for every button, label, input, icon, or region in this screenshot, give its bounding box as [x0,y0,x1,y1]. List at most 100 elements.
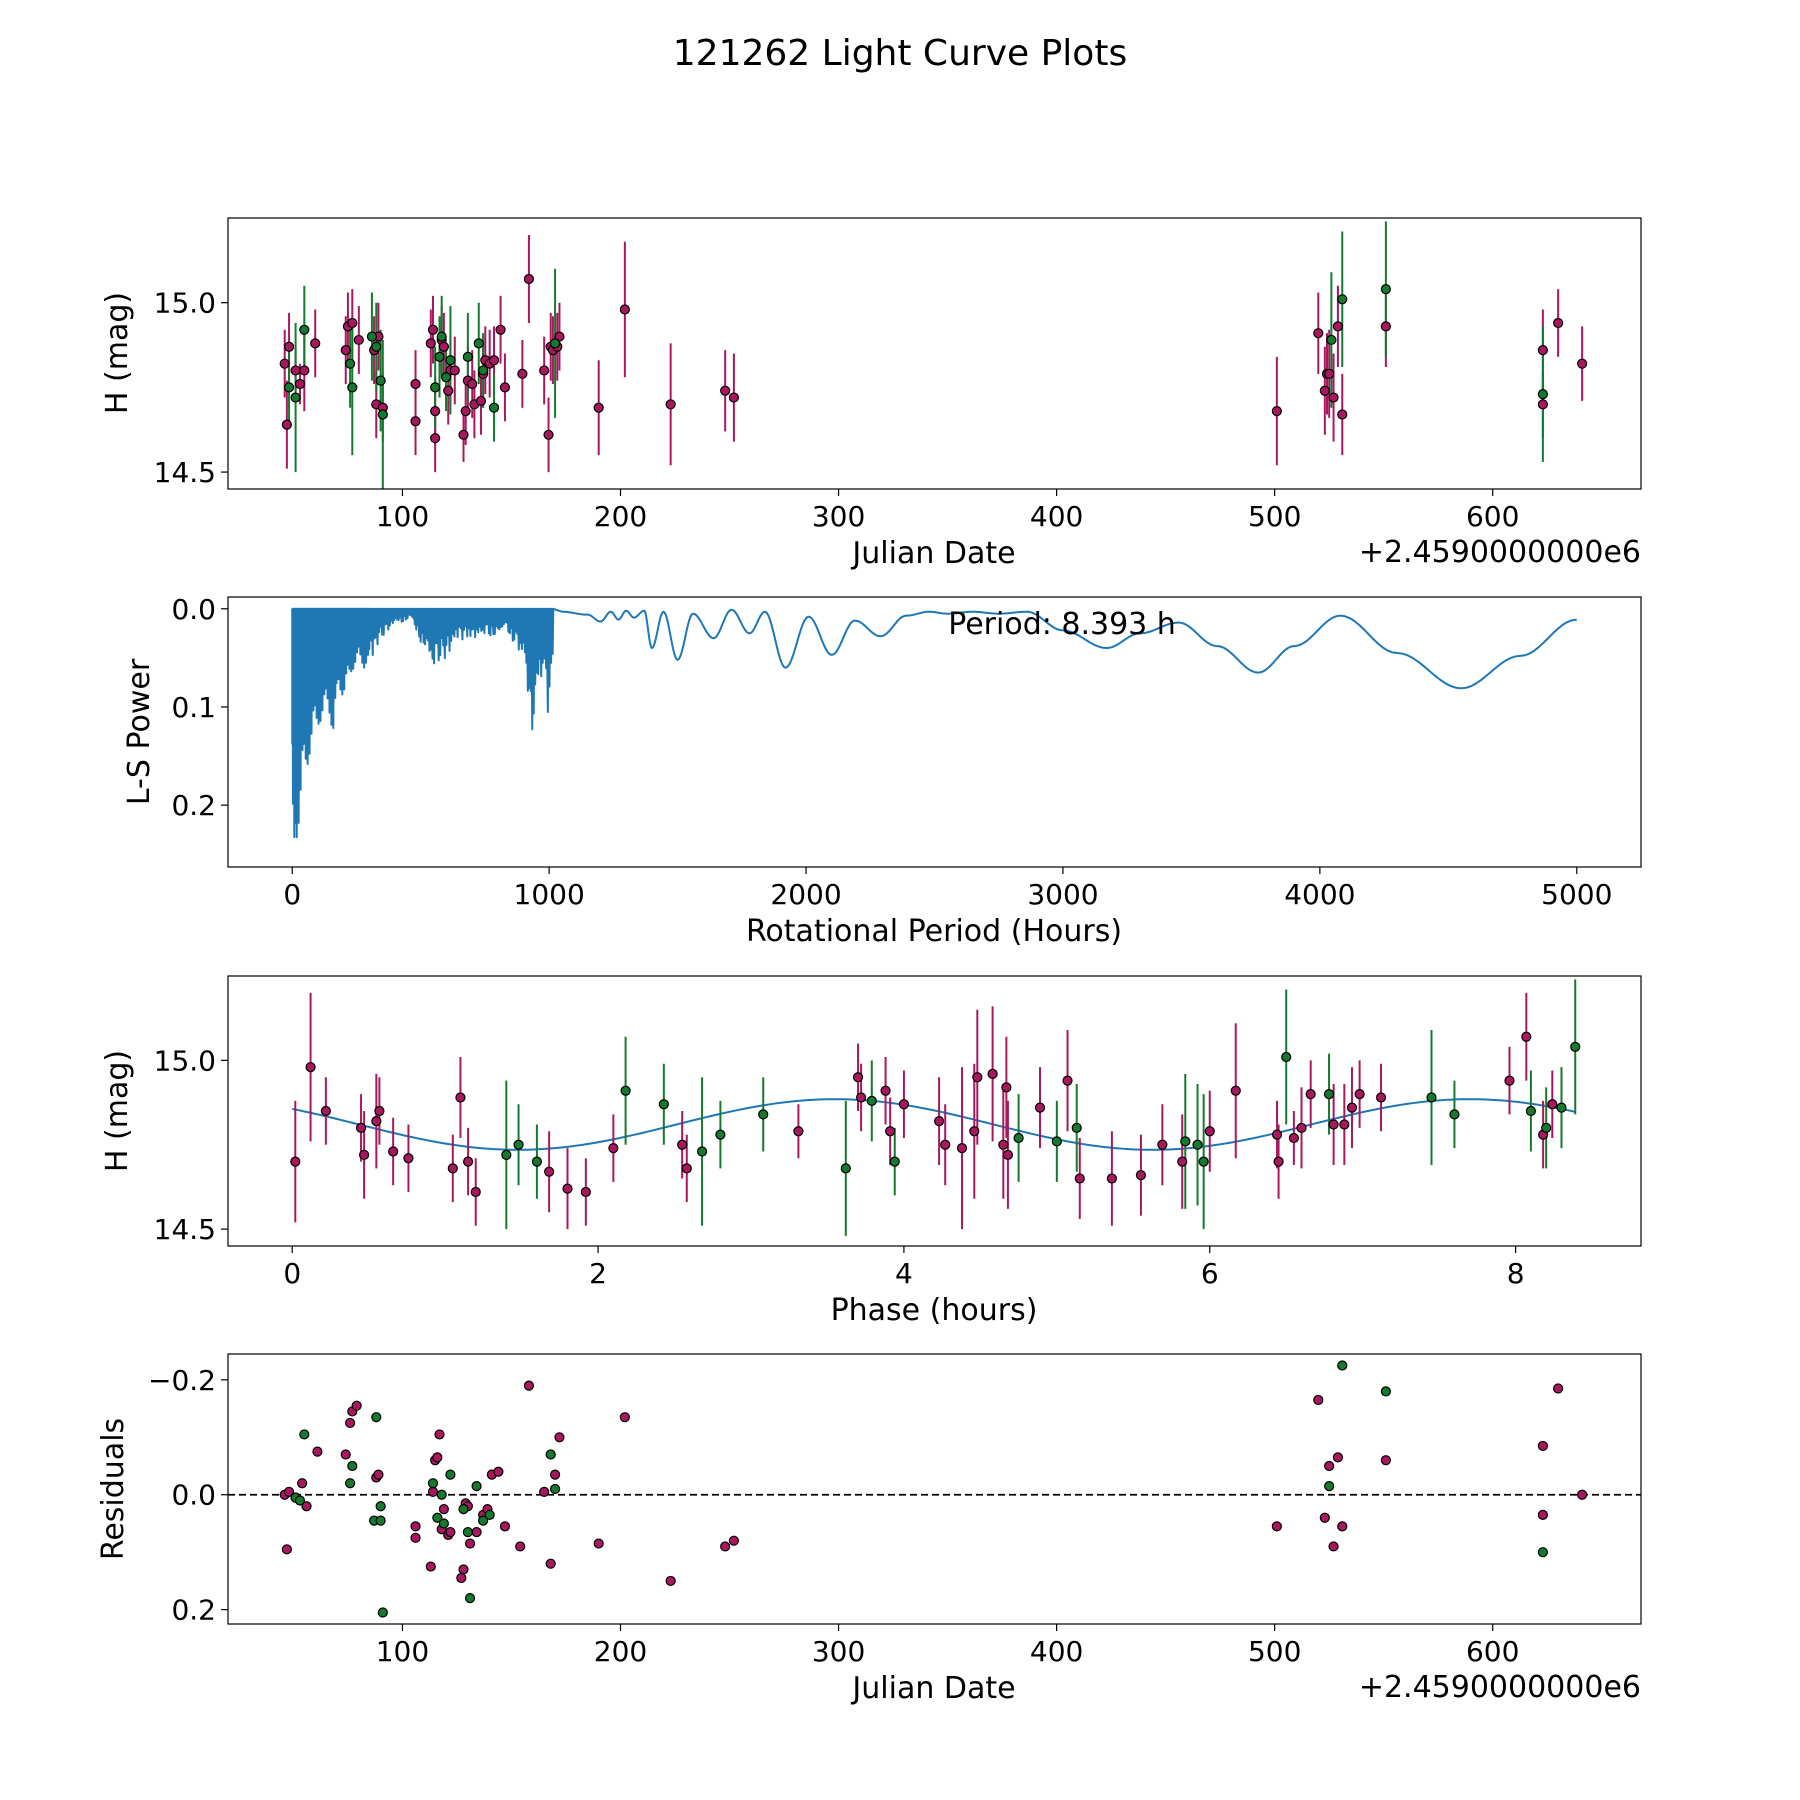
lightcurve-point-r [366,331,378,342]
lightcurve-point-g [1332,321,1344,332]
residuals-point-r [294,1495,306,1506]
phased-point-r [1426,1092,1437,1103]
phased-point-g [1062,1075,1073,1086]
lightcurve-point-r [1380,284,1391,295]
residuals-point-r [377,1607,388,1618]
lightcurve-point-g [427,324,439,335]
phased-point-r [1198,1156,1209,1167]
residuals-point-r [1380,1386,1391,1397]
residuals-point-g [545,1558,556,1569]
residuals-point-g [493,1466,504,1477]
phased-panel: 0 2 4 6 8 15.0 14.5 Phase (hours) H (mag) [100,975,1642,1328]
lightcurve-point-g [475,395,487,407]
phased-point-g [1135,1170,1147,1181]
residuals-plot-area: 100 200 300 400 500 600 0.2 0.0 −0.2 [148,1360,1641,1668]
lightcurve-point-g [539,365,550,376]
periodogram-ytick-label: 0.1 [171,691,216,724]
residuals-point-g [1328,1541,1339,1552]
phased-point-g [880,1085,891,1096]
lightcurve-point-g [438,341,449,352]
residuals-xtick-label: 100 [376,1635,429,1668]
residuals-point-r [432,1512,443,1523]
phased-point-g [1346,1102,1358,1113]
phased-point-r [1541,1122,1552,1133]
lightcurve-point-g [443,385,454,396]
phased-point-g [681,1163,692,1174]
phased-point-g [969,1126,980,1137]
lightcurve-point-g [1537,399,1548,410]
phased-xtick-label: 2 [589,1257,607,1290]
residuals-point-r [464,1593,476,1604]
lightcurve-point-g [410,378,421,390]
lightcurve-ylabel: H (mag) [100,292,135,414]
lightcurve-point-g [1553,317,1564,329]
phased-point-g [355,1122,367,1133]
residuals-point-g [515,1541,526,1552]
phased-point-r [889,1156,900,1167]
phased-point-g [1288,1132,1299,1144]
figure-title: 121262 Light Curve Plots [673,33,1127,74]
lightcurve-point-g [593,402,604,413]
lightcurve-point-r [375,375,386,386]
residuals-point-g [554,1432,565,1443]
phased-point-r [501,1149,512,1160]
periodogram-xtick-label: 2000 [770,878,841,911]
phased-point-g [1273,1156,1284,1167]
residuals-ytick-label: 0.0 [171,1479,216,1512]
lightcurve-point-r [440,372,452,383]
lightcurve-point-g [294,378,306,390]
phased-point-r [1556,1102,1567,1113]
residuals-point-g [283,1486,295,1497]
phased-point-g [898,1099,910,1110]
residuals-point-g [464,1538,476,1549]
residuals-point-g [312,1446,323,1457]
phased-point-r [1570,1041,1581,1052]
phased-xtick-label: 6 [1201,1257,1219,1290]
phased-point-r [620,1085,631,1096]
residuals-point-g [549,1469,561,1480]
residuals-point-r [478,1515,489,1526]
phased-point-r [866,1095,877,1106]
phased-point-g [562,1183,573,1194]
phased-point-g [388,1146,399,1157]
lightcurve-point-r [290,392,301,403]
lightcurve-xtick-label: 400 [1030,500,1083,533]
residuals-point-g [1553,1383,1564,1394]
residuals-ylabel: Residuals [96,1418,131,1560]
residuals-point-g [665,1575,676,1587]
phased-point-g [290,1156,301,1167]
residuals-point-r [462,1526,473,1538]
lightcurve-point-g [430,405,441,417]
periodogram-ytick-label: 0.0 [171,593,216,626]
residuals-point-r [375,1515,386,1526]
phased-axes-frame [227,975,1642,1247]
residuals-point-g [434,1429,445,1440]
phased-point-r [715,1129,726,1140]
period-annotation: Period: 8.393 h [948,607,1176,642]
residuals-point-g [720,1541,731,1552]
residuals-point-r [371,1412,382,1423]
residuals-point-r [549,1483,561,1495]
phased-point-g [580,1186,591,1198]
residuals-axes-frame [227,1353,1642,1625]
lightcurve-xlabel: Julian Date [850,536,1015,571]
periodogram-panel: 0 1000 2000 3000 4000 5000 0.0 0.1 0.2 Period: 8… [122,593,1642,949]
lightcurve-point-g [460,405,471,417]
phased-point-g [1106,1173,1117,1184]
residuals-point-g [445,1526,456,1538]
phased-xtick-label: 4 [895,1257,913,1290]
lightcurve-point-g [279,358,290,369]
residuals-point-g [456,1572,467,1584]
lightcurve-point-g [1313,328,1324,339]
residuals-point-r [545,1449,556,1460]
phased-point-g [998,1139,1009,1150]
lightcurve-point-r [445,355,456,366]
phased-point-r [840,1163,851,1174]
lightcurve-point-g [458,429,469,440]
lightcurve-point-r [377,409,388,420]
periodogram-ylabel: L-S Power [122,658,157,805]
lightcurve-point-r [1337,294,1348,305]
phased-point-g [933,1116,945,1127]
residuals-point-g [593,1538,604,1549]
